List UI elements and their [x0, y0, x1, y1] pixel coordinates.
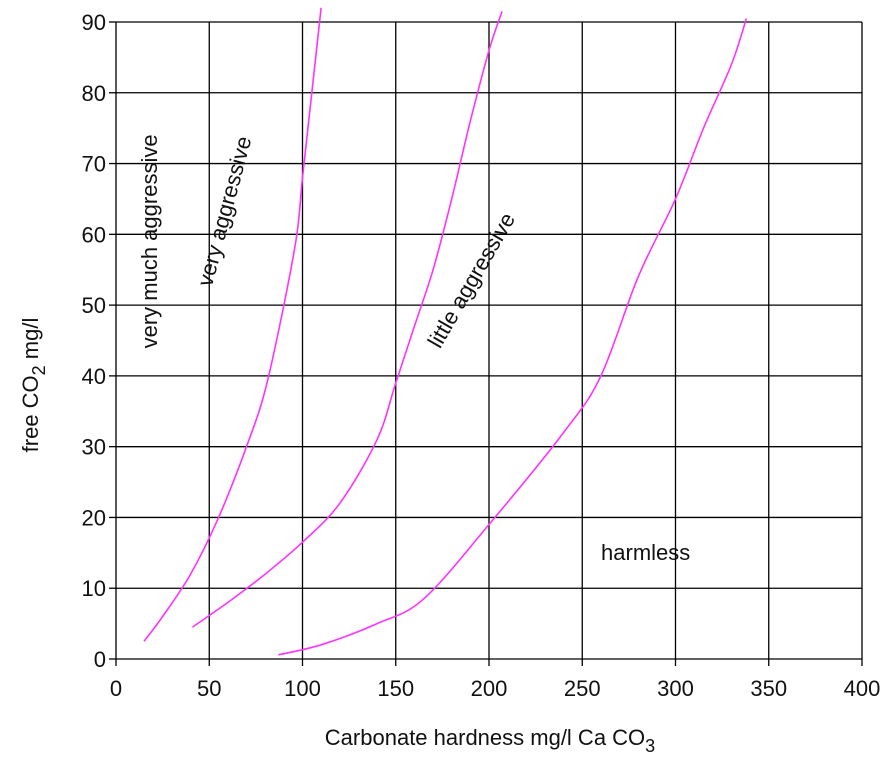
- y-axis-title: free CO2 mg/l: [18, 318, 49, 453]
- curves: [143, 7, 748, 656]
- x-tick-label: 200: [471, 676, 508, 701]
- y-tick-label: 60: [82, 222, 106, 247]
- x-tick-label: 350: [750, 676, 787, 701]
- grid: [109, 21, 863, 666]
- y-tick-label: 90: [82, 10, 106, 35]
- boundary-curve-2: [192, 11, 503, 628]
- region-label: very aggressive: [192, 134, 256, 289]
- y-tick-label: 70: [82, 152, 106, 177]
- x-axis-title: Carbonate hardness mg/l Ca CO3: [325, 725, 655, 756]
- y-tick-label: 20: [82, 505, 106, 530]
- x-tick-labels: 0 50 100 150 200 250 300 350 400: [110, 676, 880, 701]
- region-label: little aggressive: [423, 208, 520, 352]
- y-tick-label: 30: [82, 435, 106, 460]
- x-tick-label: 100: [284, 676, 321, 701]
- y-tick-labels: 0 10 20 30 40 50 60 70 80 90: [82, 10, 106, 672]
- y-tick-label: 80: [82, 81, 106, 106]
- region-label: harmless: [601, 540, 690, 565]
- region-label: very much aggressive: [137, 134, 162, 348]
- x-tick-label: 250: [564, 676, 601, 701]
- boundary-curve-3: [278, 18, 748, 656]
- y-tick-label: 0: [94, 647, 106, 672]
- x-tick-label: 150: [377, 676, 414, 701]
- y-tick-label: 40: [82, 364, 106, 389]
- region-labels: very much aggressive very aggressive littl…: [137, 134, 690, 565]
- y-tick-label: 10: [82, 576, 106, 601]
- y-tick-label: 50: [82, 293, 106, 318]
- boundary-curve-1: [143, 7, 322, 642]
- x-tick-label: 400: [844, 676, 881, 701]
- x-tick-label: 300: [657, 676, 694, 701]
- x-tick-label: 50: [197, 676, 221, 701]
- x-tick-label: 0: [110, 676, 122, 701]
